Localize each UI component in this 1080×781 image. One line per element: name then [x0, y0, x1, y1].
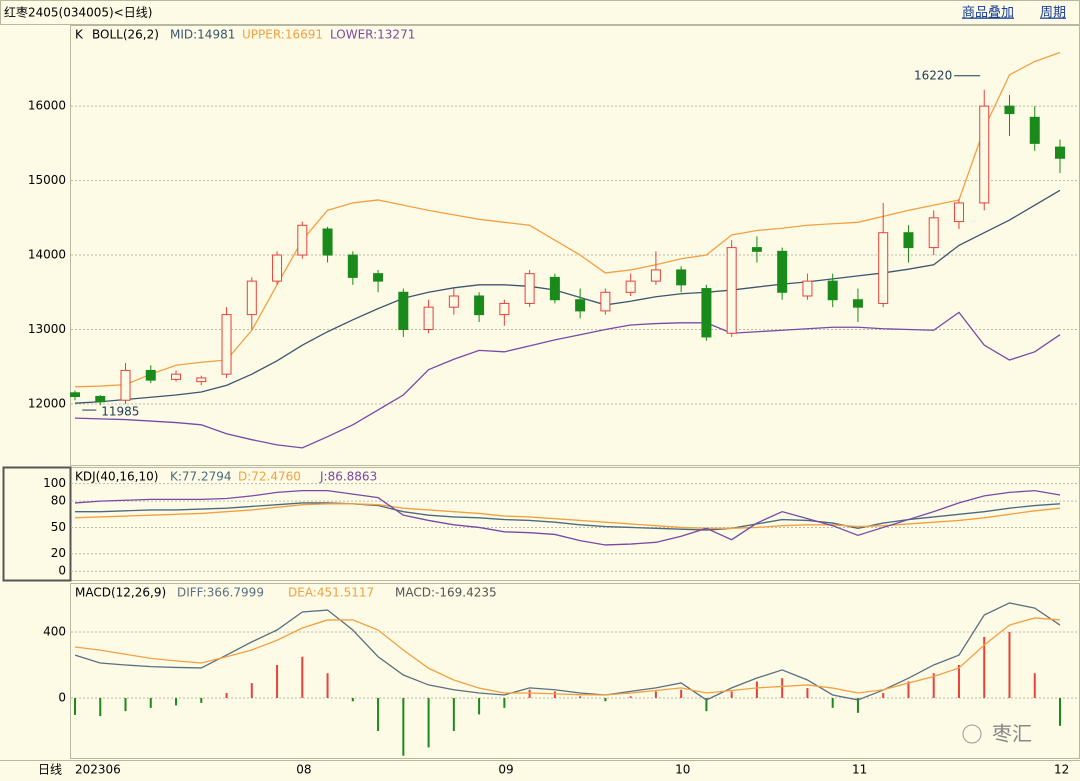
candle-body — [196, 377, 207, 383]
y-tick-label: 100 — [43, 476, 66, 490]
candle-body — [221, 314, 232, 375]
indicator-line — [74, 489, 1061, 546]
max-label: 16220 — [914, 68, 952, 82]
x-tick-label: 09 — [498, 763, 513, 777]
x-tick-label: 202306 — [75, 763, 121, 777]
y-tick-label: 0 — [58, 564, 66, 578]
y-tick-label: 14000 — [28, 248, 66, 262]
indicator-line — [75, 502, 1061, 531]
indicator-name: BOLL(26,2) — [92, 28, 159, 42]
y-tick-label: 80 — [51, 494, 66, 508]
candle-body — [70, 392, 80, 398]
kdj-axis-box — [2, 466, 72, 582]
candle-body — [171, 373, 182, 380]
candle-body — [524, 273, 535, 304]
x-tick-label: 12 — [1054, 763, 1069, 777]
candle-body — [979, 105, 990, 204]
candle-body — [802, 280, 813, 297]
candle-body — [423, 306, 434, 331]
legend-entry: LOWER:13271 — [330, 28, 415, 42]
candle-body — [751, 247, 762, 252]
x-tick-label: 11 — [852, 763, 867, 777]
legend-entry: K:77.2794 — [170, 470, 232, 484]
candle-body — [322, 228, 333, 256]
candle-body — [1055, 146, 1065, 159]
indicator-line — [74, 51, 1061, 388]
y-tick-label: 12000 — [28, 396, 66, 410]
candle-body — [852, 299, 863, 308]
candle-body — [297, 224, 308, 256]
candle-body — [625, 280, 636, 293]
y-tick-label: 400 — [43, 624, 66, 638]
period-label: 日线 — [38, 763, 62, 777]
candle-body — [777, 250, 788, 293]
legend-entry: MACD:-169.4235 — [395, 586, 497, 600]
indicator-line — [74, 189, 1061, 404]
candle-body — [1004, 105, 1015, 115]
indicator-line — [74, 503, 1061, 529]
candle-body — [373, 273, 384, 282]
candle-body — [1029, 116, 1040, 144]
candle-body — [347, 254, 358, 278]
indicator-line — [74, 617, 1061, 696]
candle-body — [928, 217, 939, 249]
y-tick-label: 0 — [58, 690, 66, 704]
candle-body — [95, 396, 106, 403]
x-tick-label: 10 — [675, 763, 690, 777]
candle-body — [499, 302, 510, 316]
candle-body — [549, 276, 560, 301]
legend-entry: UPPER:16691 — [242, 28, 323, 42]
candle-body — [726, 247, 737, 334]
candle-body — [903, 232, 914, 249]
candle-body — [600, 291, 611, 312]
overlay-link[interactable]: 商品叠加 — [962, 6, 1014, 21]
candle-body — [575, 299, 586, 312]
y-tick-label: 15000 — [28, 173, 66, 187]
candle-body — [120, 369, 131, 401]
min-label: 11985 — [101, 405, 139, 419]
y-tick-label: 50 — [51, 520, 66, 534]
period-link[interactable]: 周期 — [1040, 6, 1066, 21]
candle-body — [398, 291, 409, 331]
legend-entry: DIFF:366.7999 — [177, 586, 264, 600]
candle-body — [145, 369, 156, 381]
indicator-name: MACD(12,26,9) — [75, 586, 166, 600]
top-bar — [0, 0, 1080, 25]
panel-name: K — [75, 28, 84, 42]
watermark-icon — [962, 724, 982, 744]
y-tick-label: 20 — [51, 546, 66, 560]
candle-body — [701, 288, 712, 338]
legend-entry: D:72.4760 — [238, 470, 301, 484]
candle-body — [676, 269, 687, 286]
candle-body — [448, 295, 459, 308]
legend-entry: DEA:451.5117 — [288, 586, 374, 600]
candle-body — [953, 202, 964, 223]
candle-body — [474, 295, 485, 316]
indicator-line — [74, 602, 1061, 701]
candle-body — [827, 280, 838, 301]
watermark: 枣汇 — [992, 722, 1032, 746]
legend-entry: MID:14981 — [170, 28, 235, 42]
page-title: 红枣2405(034005)<日线) — [4, 5, 152, 20]
x-tick-label: 08 — [296, 763, 311, 777]
candle-body — [272, 254, 283, 282]
indicator-name: KDJ(40,16,10) — [75, 470, 158, 484]
candle-body — [246, 280, 257, 316]
candle-body — [650, 269, 661, 282]
candle-body — [878, 232, 889, 304]
y-tick-label: 13000 — [28, 322, 66, 336]
legend-entry: J:86.8863 — [319, 470, 377, 484]
y-tick-label: 16000 — [28, 99, 66, 113]
indicator-line — [74, 311, 1061, 449]
